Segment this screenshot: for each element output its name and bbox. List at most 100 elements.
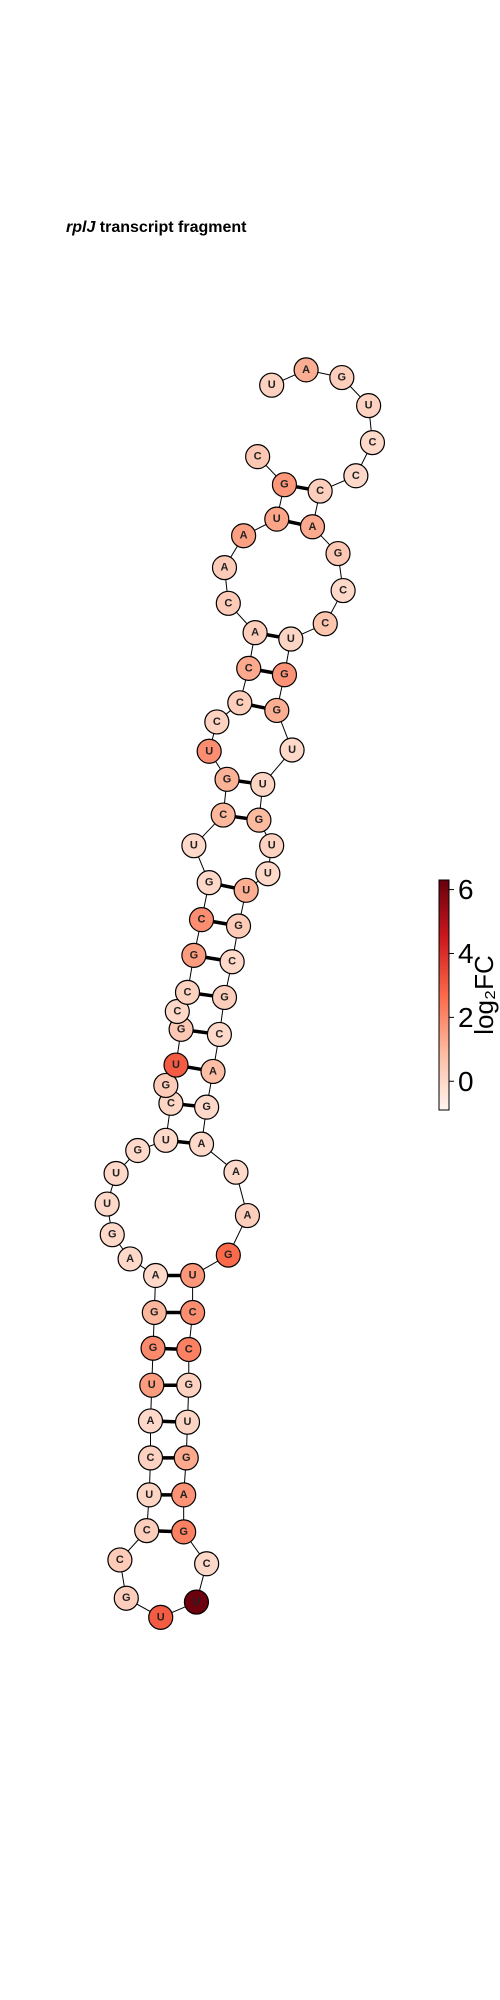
nucleotide — [246, 807, 272, 833]
colorbar-gradient — [438, 879, 450, 1111]
nucleotide — [211, 555, 238, 581]
nucleotide-label: A — [309, 521, 317, 533]
nucleotide — [107, 1547, 133, 1573]
nucleotide-label: A — [209, 1065, 217, 1077]
nucleotide — [163, 1052, 189, 1078]
colorbar-tick-label: 4 — [458, 938, 474, 969]
nucleotide — [259, 372, 285, 398]
nucleotide-label: U — [268, 379, 276, 391]
nucleotide — [136, 1482, 162, 1508]
colorbar-tick-label: 0 — [458, 1066, 474, 1097]
nucleotide — [299, 514, 326, 540]
nucleotide — [312, 611, 338, 637]
nucleotide-label: G — [234, 920, 243, 932]
nucleotide-label: U — [190, 840, 198, 852]
colorbar-tick-label: 6 — [458, 874, 474, 905]
nucleotide-label: C — [352, 470, 360, 482]
nucleotide-label: C — [203, 1558, 211, 1570]
nucleotide-label: C — [219, 809, 227, 821]
nucleotide — [343, 463, 369, 489]
nucleotide — [183, 1589, 210, 1615]
nucleotide — [196, 870, 222, 896]
nucleotide-label: C — [189, 1307, 197, 1319]
nucleotide — [211, 984, 238, 1011]
nucleotide-label: U — [287, 633, 295, 645]
nucleotide — [271, 662, 298, 688]
nucleotide — [188, 1131, 215, 1157]
nucleotide-label: G — [184, 1379, 193, 1391]
nucleotide-label: C — [143, 1525, 151, 1537]
nucleotide — [293, 357, 319, 383]
nucleotide-label: C — [224, 597, 232, 609]
nucleotide — [134, 1518, 160, 1544]
nucleotide — [236, 655, 262, 681]
nucleotide — [99, 1222, 125, 1248]
nucleotide — [234, 1202, 261, 1229]
nucleotide-label: U — [184, 1416, 192, 1428]
nucleotide-label: U — [145, 1489, 153, 1501]
nucleotide-label: U — [242, 884, 250, 896]
nucleotide — [171, 1519, 197, 1545]
nucleotide-label: U — [264, 868, 272, 880]
nucleotide — [359, 430, 386, 456]
nucleotide — [204, 709, 230, 735]
nucleotide-label: G — [280, 669, 289, 681]
nucleotide-label: U — [273, 513, 281, 525]
nucleotide-label: A — [180, 1489, 188, 1501]
nucleotide-label: G — [182, 1452, 191, 1464]
nucleotide — [148, 1604, 174, 1630]
nucleotide — [176, 1336, 202, 1363]
nucleotide-label: C — [167, 1097, 175, 1109]
nucleotide — [141, 1299, 167, 1326]
nucleotide — [206, 1021, 232, 1048]
nucleotide-label: G — [133, 1145, 142, 1157]
nucleotide-label: U — [172, 1059, 180, 1071]
nucleotide — [117, 1246, 143, 1272]
nucleotide — [227, 690, 253, 716]
nucleotide-label: G — [150, 1307, 159, 1319]
nucleotide-label: A — [126, 1253, 134, 1265]
nucleotide — [279, 737, 305, 763]
nucleotide — [278, 626, 304, 652]
nucleotide — [329, 364, 355, 391]
nucleotide-label: C — [185, 1343, 193, 1355]
nucleotide-label: G — [179, 1526, 188, 1538]
nucleotide-label: C — [198, 914, 206, 926]
colorbar-label: log₂FC — [469, 955, 499, 1034]
nucleotide — [255, 861, 281, 887]
nucleotide — [325, 540, 351, 567]
nucleotide — [176, 1372, 202, 1398]
nucleotide-label: U — [162, 1134, 170, 1146]
nucleotide-label: U — [268, 840, 276, 852]
nucleotide-label: G — [149, 1342, 158, 1354]
nucleotide-label: C — [228, 956, 236, 968]
nucleotide — [233, 877, 259, 903]
title-text: transcript fragment — [100, 219, 247, 236]
nucleotide — [194, 1551, 220, 1577]
colorbar-tick-label: 2 — [458, 1002, 474, 1033]
nucleotide — [330, 577, 356, 604]
nucleotide-label: C — [213, 716, 221, 728]
nucleotide — [140, 1335, 166, 1361]
nucleotide-label: C — [147, 1452, 155, 1464]
nucleotide — [219, 949, 245, 975]
nucleotide-label: A — [152, 1270, 160, 1282]
nucleotide-label: U — [365, 400, 373, 412]
nucleotide — [139, 1372, 165, 1398]
nucleotide-label: G — [220, 991, 229, 1003]
title: rplJ transcript fragment — [66, 219, 247, 236]
nucleotide-label: G — [162, 1079, 171, 1091]
nucleotide-label: A — [221, 562, 229, 574]
nucleotide-label: G — [223, 773, 232, 785]
nucleotide — [181, 833, 207, 859]
nucleotide — [215, 1242, 241, 1268]
nucleotide-label: G — [334, 548, 343, 560]
nucleotide — [171, 1482, 197, 1508]
nucleotide-label: A — [251, 627, 259, 639]
nucleotide — [264, 697, 290, 724]
nucleotide-label: C — [116, 1554, 124, 1566]
nucleotide — [180, 1262, 206, 1289]
title-gene: rplJ — [66, 219, 96, 236]
nucleotide — [180, 1299, 206, 1326]
nucleotide-label: C — [321, 618, 329, 630]
